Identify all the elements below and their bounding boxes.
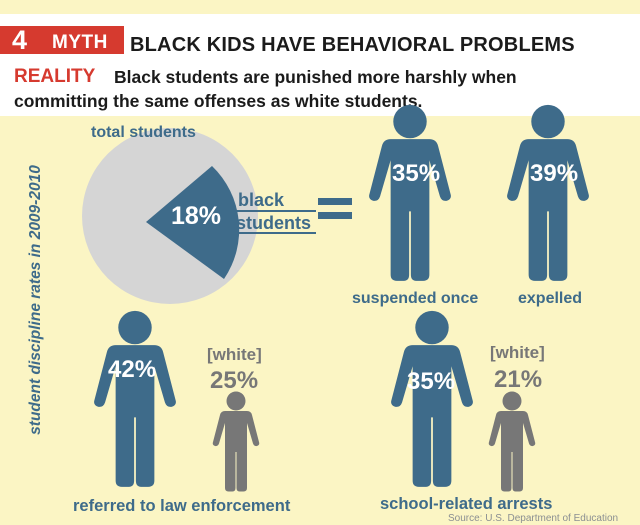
pie-slice-value: 18% xyxy=(171,202,222,230)
person-figure-arrests xyxy=(391,310,473,487)
reality-text-line1: Black students are punished more harshly… xyxy=(114,67,517,87)
person-figure-arrests-white xyxy=(488,391,536,492)
source-note: Source: U.S. Department of Education xyxy=(448,513,619,524)
expelled-caption: expelled xyxy=(518,290,583,307)
referred-value: 42% xyxy=(108,356,157,383)
arrests-value: 35% xyxy=(407,368,456,395)
suspended-value: 35% xyxy=(392,160,441,187)
reality-text-line2: committing the same offenses as white st… xyxy=(14,91,423,111)
myth-label: MYTH xyxy=(52,32,108,53)
reality-label: REALITY xyxy=(14,66,96,87)
equals-sign-bottom xyxy=(318,212,352,219)
person-figure-referred-white xyxy=(212,391,260,492)
pie-slice-label-line2: students xyxy=(236,213,312,233)
person-figure-suspended xyxy=(369,104,451,281)
equals-sign-top xyxy=(318,198,352,205)
arrests-white-label: [white] xyxy=(490,343,545,362)
pie-slice-black-students xyxy=(146,166,240,279)
side-label: student discipline rates in 2009-2010 xyxy=(27,165,44,435)
referred-caption: referred to law enforcement xyxy=(73,497,291,515)
person-figure-expelled xyxy=(507,104,589,281)
referred-white-value: 25% xyxy=(210,367,259,394)
arrests-white-value: 21% xyxy=(494,366,543,393)
myth-number: 4 xyxy=(12,25,28,55)
pie-total-label: total students xyxy=(91,124,196,141)
headline: BLACK KIDS HAVE BEHAVIORAL PROBLEMS xyxy=(130,34,575,56)
suspended-caption: suspended once xyxy=(352,290,479,307)
pie-slice-label-line1: black xyxy=(238,190,285,210)
referred-white-label: [white] xyxy=(207,345,262,364)
myth-number-box xyxy=(0,26,124,54)
person-figure-referred xyxy=(94,310,176,487)
arrests-caption: school-related arrests xyxy=(380,495,553,513)
expelled-value: 39% xyxy=(530,160,579,187)
